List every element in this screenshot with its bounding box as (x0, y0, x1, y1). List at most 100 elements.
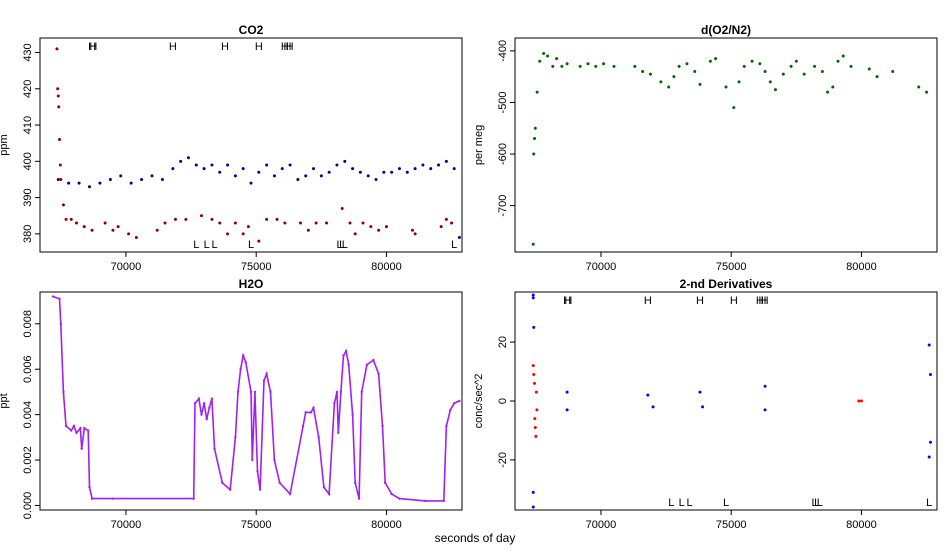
co2-point (186, 156, 190, 160)
co2-l-marker: L (211, 239, 217, 251)
deriv-h-marker: H (761, 295, 769, 307)
deriv-point (927, 455, 931, 459)
co2-point (358, 170, 362, 174)
deriv-point (534, 390, 538, 394)
o2n2-point (724, 85, 728, 89)
deriv-point (535, 408, 539, 412)
h2o-point (353, 481, 357, 484)
co2-series-0 (56, 156, 461, 239)
h2o-point (381, 424, 384, 428)
deriv-ylabel: conc/sec^2 (473, 374, 485, 429)
h2o-plot-area (51, 295, 461, 503)
panel-deriv: 2-nd Derivatives conc/sec^2 70000 75000 8000… (473, 277, 938, 531)
co2-point (437, 163, 441, 167)
h2o-point (192, 497, 195, 500)
o2n2-ytick-label: -500 (497, 91, 509, 113)
h2o-point (193, 402, 197, 405)
figure-xlabel: seconds of day (435, 531, 516, 545)
deriv-frame (514, 291, 938, 511)
h2o-ylabel: ppt (0, 393, 10, 408)
h2o-point (424, 499, 427, 503)
o2n2-point (586, 62, 590, 66)
co2-point (343, 159, 347, 163)
deriv-xtick-label: 80000 (846, 519, 877, 531)
co2-point (361, 221, 365, 225)
co2-point (353, 232, 357, 236)
co2-point (56, 177, 60, 181)
co2-point (171, 167, 175, 171)
co2-point (314, 221, 318, 225)
o2n2-point (891, 70, 895, 74)
co2-point (390, 170, 394, 174)
panel-h2o: H2O ppt 70000 75000 80000 0.000 0.002 0.004 0.00… (0, 277, 463, 531)
deriv-point (701, 405, 705, 409)
o2n2-point (750, 59, 754, 63)
co2-point (74, 221, 78, 225)
o2n2-point (672, 75, 676, 79)
co2-point (335, 163, 339, 167)
o2n2-point (565, 62, 569, 66)
deriv-point (763, 408, 767, 412)
co2-h-marker: H (221, 41, 229, 53)
co2-point (377, 228, 381, 232)
h2o-point (347, 363, 350, 366)
co2-point (306, 228, 310, 232)
h2o-point (452, 402, 456, 405)
deriv-ytick-label: 0 (497, 398, 509, 404)
h2o-point (337, 431, 340, 434)
co2-l-marker: L (339, 239, 345, 251)
h2o-line (52, 295, 460, 502)
deriv-h-marker: H (564, 295, 572, 307)
co2-point (55, 47, 59, 51)
co2-point (108, 177, 112, 181)
h2o-point (458, 399, 461, 403)
o2n2-frame (514, 37, 938, 253)
deriv-series-1 (531, 364, 863, 438)
deriv-ytick-label: 20 (497, 336, 509, 348)
co2-ytick-label: 420 (22, 80, 34, 98)
h2o-point (210, 397, 214, 400)
co2-point (82, 225, 86, 229)
h2o-point (265, 372, 268, 375)
deriv-point (651, 405, 655, 409)
o2n2-point (533, 137, 537, 141)
co2-point (421, 163, 425, 167)
co2-xtick-label: 70000 (111, 261, 142, 273)
co2-point (155, 228, 159, 232)
co2-point (241, 232, 245, 236)
co2-point (280, 167, 284, 171)
h2o-point (236, 390, 240, 394)
deriv-h-marker: H (644, 295, 652, 307)
co2-point (450, 221, 454, 225)
co2-l-marker: L (193, 239, 199, 251)
co2-l-marker: L (337, 239, 343, 251)
h2o-point (351, 413, 354, 416)
h2o-point (312, 406, 315, 410)
h2o-title: H2O (239, 277, 264, 291)
co2-point (129, 181, 133, 185)
h2o-ytick-label: 0.006 (22, 355, 34, 383)
h2o-point (239, 368, 242, 371)
h2o-point (344, 349, 348, 353)
deriv-point (928, 372, 932, 376)
co2-point (288, 163, 292, 167)
o2n2-point (831, 85, 835, 89)
h2o-xtick-label: 75000 (241, 519, 272, 531)
co2-xtick-label: 80000 (371, 261, 402, 273)
co2-point (233, 221, 237, 225)
deriv-point (698, 390, 702, 394)
co2-ytick-label: 430 (22, 43, 34, 61)
deriv-l-marker: L (723, 497, 729, 509)
co2-point (257, 170, 261, 174)
h2o-point (90, 497, 94, 500)
h2o-point (244, 361, 247, 364)
deriv-point (531, 490, 535, 494)
deriv-xtick-label: 75000 (716, 519, 747, 531)
o2n2-point (708, 59, 712, 63)
o2n2-point (531, 242, 535, 246)
co2-h-marker: H (286, 41, 294, 53)
h2o-point (333, 402, 336, 405)
o2n2-point (781, 72, 785, 76)
h2o-point (213, 447, 216, 450)
co2-point (77, 181, 81, 185)
